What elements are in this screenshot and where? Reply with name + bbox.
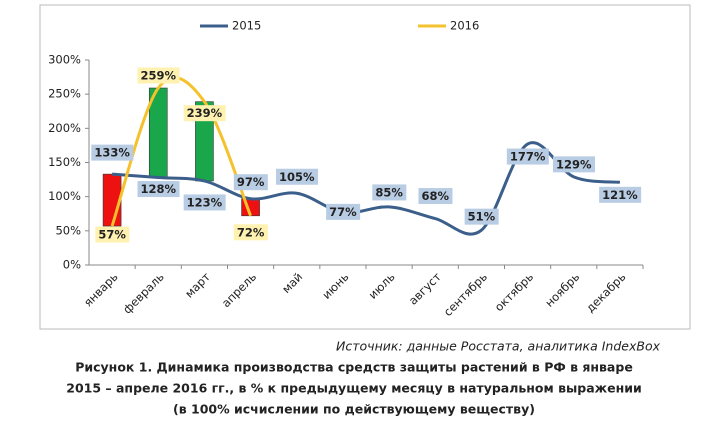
data-label: 57% [98,228,126,242]
data-label-bg [418,188,453,205]
source: Источник: данные Росстата, аналитика Ind… [336,339,661,354]
data-label: 239% [187,106,223,120]
data-label-bg [137,67,180,84]
y-tick-label: 250% [48,87,81,101]
data-label: 97% [237,175,265,189]
data-label-bg [233,174,268,191]
data-label: 259% [140,69,176,83]
data-label-bg [91,144,134,161]
data-label-bg [464,208,499,225]
line [111,141,621,236]
data-label-bg [552,156,595,173]
data-label: 121% [602,188,638,202]
data-label-bg [506,148,549,165]
caption: Рисунок 1. Динамика производства средств… [75,360,633,375]
data-label-bg [233,224,268,241]
y-tick-label: 0% [63,258,81,272]
y-tick-label: 150% [48,155,81,169]
data-label: 68% [421,189,449,203]
data-label-bg [599,186,642,203]
data-label: 85% [375,185,403,199]
data-label: 123% [187,195,223,209]
y-tick-label: 300% [48,53,81,67]
data-label-bg [326,203,361,220]
data-label-bg [183,105,226,122]
data-label: 128% [140,182,176,196]
caption: (в 100% исчислении по действующему вещес… [173,402,535,417]
data-label: 51% [468,210,496,224]
data-label-bg [372,184,407,201]
data-label: 129% [556,157,592,171]
data-label: 105% [279,170,315,184]
data-label: 77% [329,205,357,219]
data-label: 133% [94,146,130,160]
data-label: 72% [237,225,265,239]
caption: 2015 – апреле 2016 гг., в % к предыдущем… [66,381,642,396]
legend-label: 2015 [232,19,261,33]
data-label-bg [95,226,130,243]
data-label: 177% [510,150,546,164]
y-tick-label: 200% [48,121,81,135]
data-label-bg [137,181,180,198]
data-label-bg [183,194,226,211]
y-tick-label: 50% [55,223,81,237]
legend-label: 2016 [450,19,479,33]
data-label-bg [275,168,318,185]
y-tick-label: 100% [48,189,81,203]
